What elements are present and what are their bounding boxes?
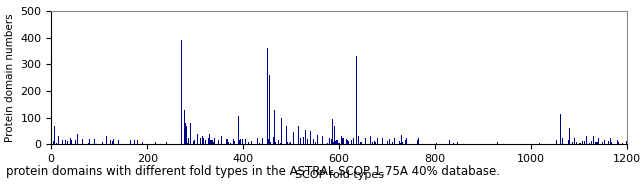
X-axis label: SCOP fold types: SCOP fold types [294,170,384,180]
Y-axis label: Protein domain numbers: Protein domain numbers [4,13,15,142]
Text: protein domains with different fold types in the ASTRAL SCOP 1.75A 40% database.: protein domains with different fold type… [6,165,500,178]
